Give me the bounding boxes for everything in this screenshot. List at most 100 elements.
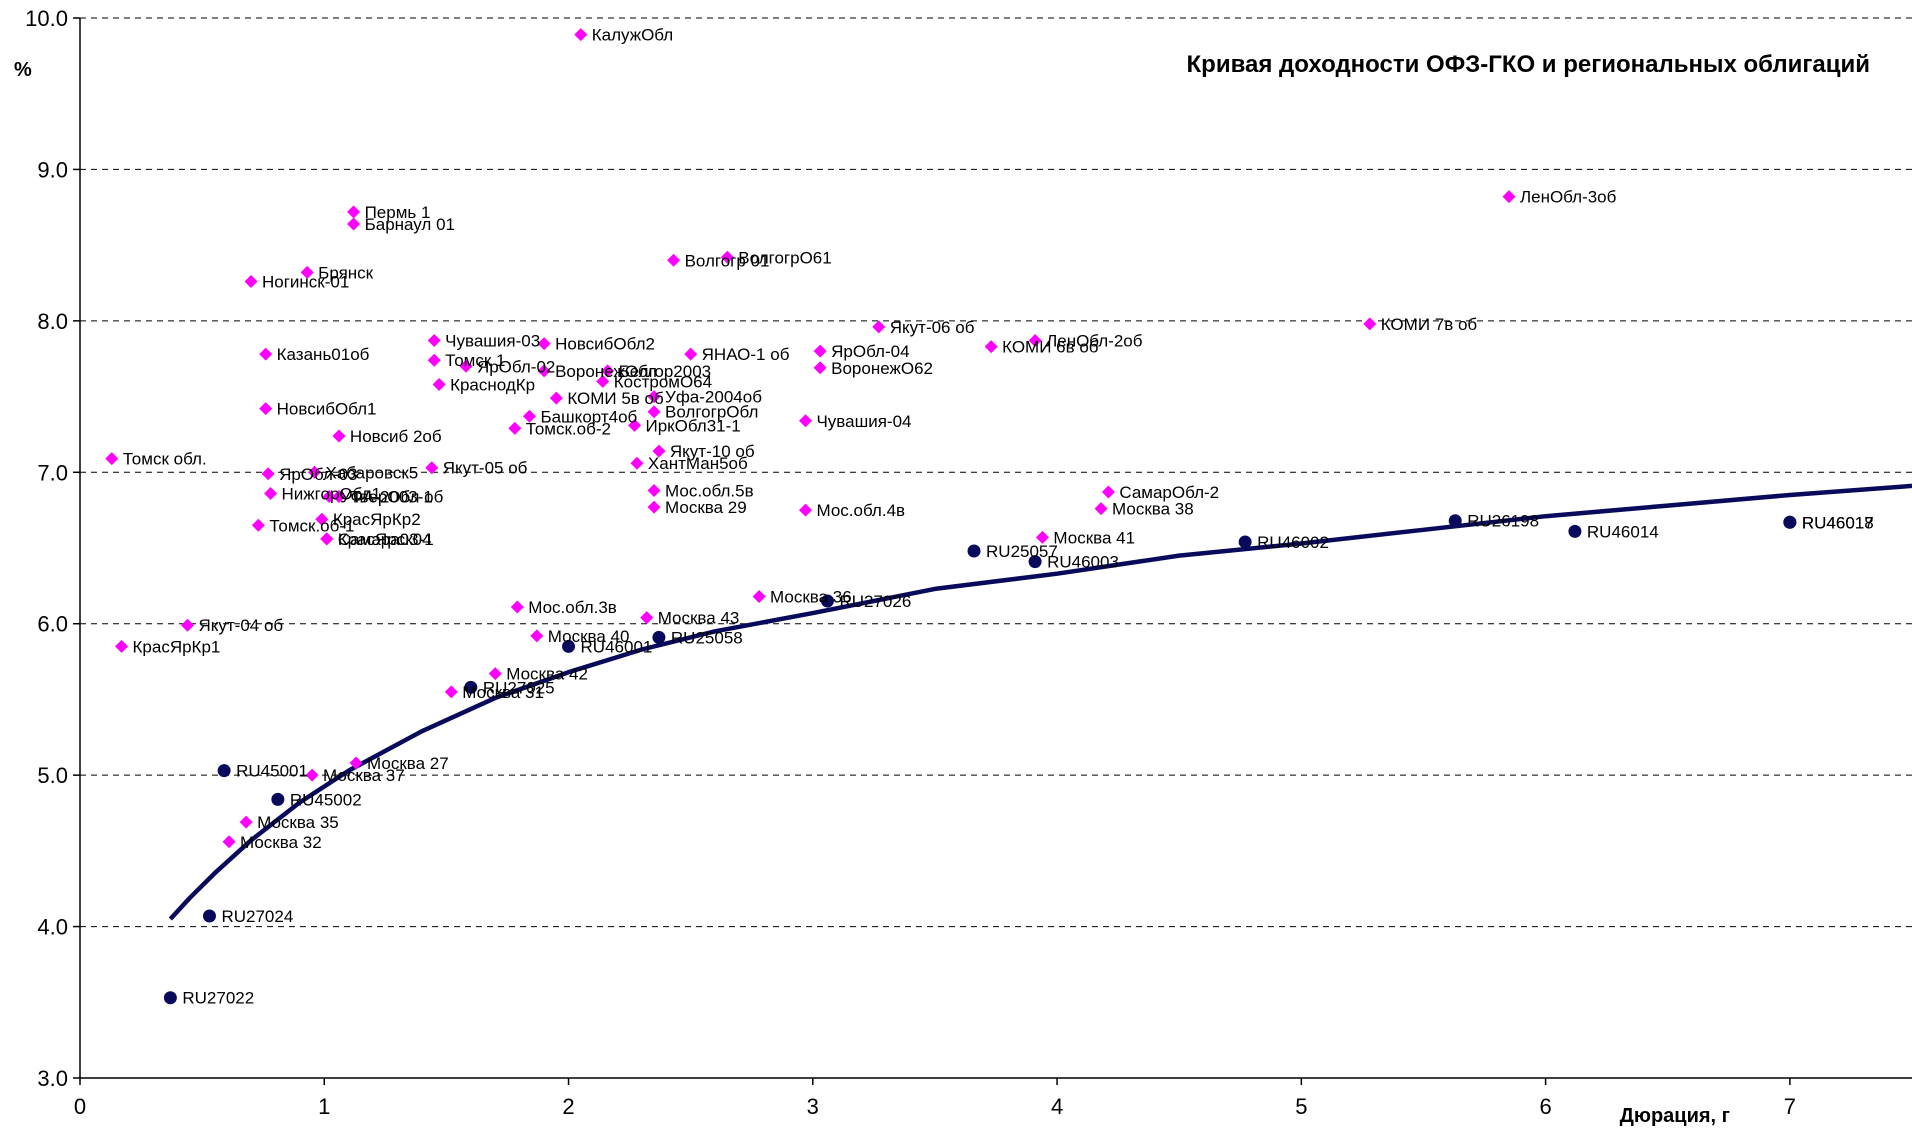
y-tick-label: 8.0 [37,309,68,334]
point-label: ВоронежО62 [831,359,933,378]
point-label: Мос.обл.4в [816,501,905,520]
x-tick-label: 3 [807,1094,819,1119]
point-label: КалужОбл [592,26,673,45]
point-label: Томск.об-2 [526,419,611,438]
regional-point [652,444,666,458]
point-label: НовсибОбл1 [277,400,377,419]
y-tick-label: 7.0 [37,460,68,485]
point-label: Уфа-2004об [665,388,762,407]
point-label: Белгор2003 [619,362,712,381]
ofz-point [1238,535,1252,549]
x-tick-label: 5 [1295,1094,1307,1119]
point-label: Брянск [318,263,374,282]
regional-point [1101,485,1115,499]
regional-point [1094,502,1108,516]
regional-point [332,429,346,443]
regional-point [752,589,766,603]
point-label: Москва 36 [770,587,852,606]
regional-point [349,756,363,770]
point-label: КостромО64 [614,372,712,391]
regional-point [798,503,812,517]
point-label: ХантМан5об [648,454,748,473]
point-label: RU26198 [1467,512,1539,531]
regional-point [239,815,253,829]
point-label: Москва 31 [462,683,544,702]
regional-point [530,629,544,643]
regional-point [320,532,334,546]
ofz-point [1568,524,1582,538]
point-label: Башкорт4об [540,407,637,426]
chart-title: Кривая доходности ОФЗ-ГКО и региональных… [1187,51,1870,78]
point-label: ЯрОбл-03 [279,465,357,484]
point-label: RU46018 [1802,513,1874,532]
point-label: ИркОбл31-1 [645,416,740,435]
point-label: ВоронежОбл [555,362,657,381]
yield-curve [168,483,1912,921]
point-label: Москва 41 [1053,528,1135,547]
point-label: Самара03-1 [338,530,434,549]
regional-point [647,500,661,514]
regional-point [522,409,536,423]
regional-point [1363,317,1377,331]
point-label: Ногинск-01 [262,272,349,291]
point-label: RU46017 [1802,513,1874,532]
regional-point [300,265,314,279]
point-label: ТверОбл об [350,488,444,507]
point-label: Мос.обл.3в [528,598,617,617]
point-label: RU27024 [221,907,293,926]
point-label: КОМИ 7в об [1381,315,1478,334]
point-label: ЯрОбл-02 [477,357,555,376]
regional-point [872,320,886,334]
x-tick-label: 2 [562,1094,574,1119]
regional-point [427,334,441,348]
y-tick-label: 5.0 [37,763,68,788]
point-label: Чувашия-03 [445,332,540,351]
regional-point [459,359,473,373]
ofz-point [652,630,666,644]
point-label: НижгорОбл1 [282,484,381,503]
regional-point [444,685,458,699]
point-label: Томск.об-1 [269,516,354,535]
point-label: Казань01об [277,345,370,364]
regional-point [720,250,734,264]
ofz-point [967,544,981,558]
regional-point [537,337,551,351]
regional-point [627,418,641,432]
point-label: RU46001 [581,637,653,656]
x-tick-label: 4 [1051,1094,1063,1119]
regional-point [488,667,502,681]
regional-point [647,483,661,497]
regional-point [244,274,258,288]
ofz-point [562,639,576,653]
point-label: RU46002 [1257,533,1329,552]
point-label: СамарОбл-2 [1119,483,1219,502]
point-label: Хабаровск5 [325,463,418,482]
regional-point [180,618,194,632]
ofz-point [271,792,285,806]
point-label: Новсиб 2об [350,427,442,446]
point-label: Москва 40 [548,627,630,646]
x-tick-label: 1 [318,1094,330,1119]
point-label: КОМИ 6в об [1002,338,1099,357]
point-label: КрасЯрск04 [338,530,432,549]
point-label: RU46003 [1047,553,1119,572]
y-axis-title: % [14,59,32,81]
regional-point [305,768,319,782]
regional-point [222,835,236,849]
ofz-point [1448,514,1462,528]
point-label: Томск 1 [445,351,505,370]
point-label: Барнаул 01 [365,215,455,234]
regional-point [508,421,522,435]
regional-point [684,347,698,361]
regional-point [259,402,273,416]
regional-point [601,364,615,378]
regional-point [105,452,119,466]
regional-point [667,253,681,267]
point-label: Москва 37 [323,766,405,785]
point-label: Якут-06 об [890,318,975,337]
regional-point [115,639,129,653]
regional-point [332,490,346,504]
ofz-point [820,594,834,608]
point-label: ЯрОбл-04 [831,342,909,361]
